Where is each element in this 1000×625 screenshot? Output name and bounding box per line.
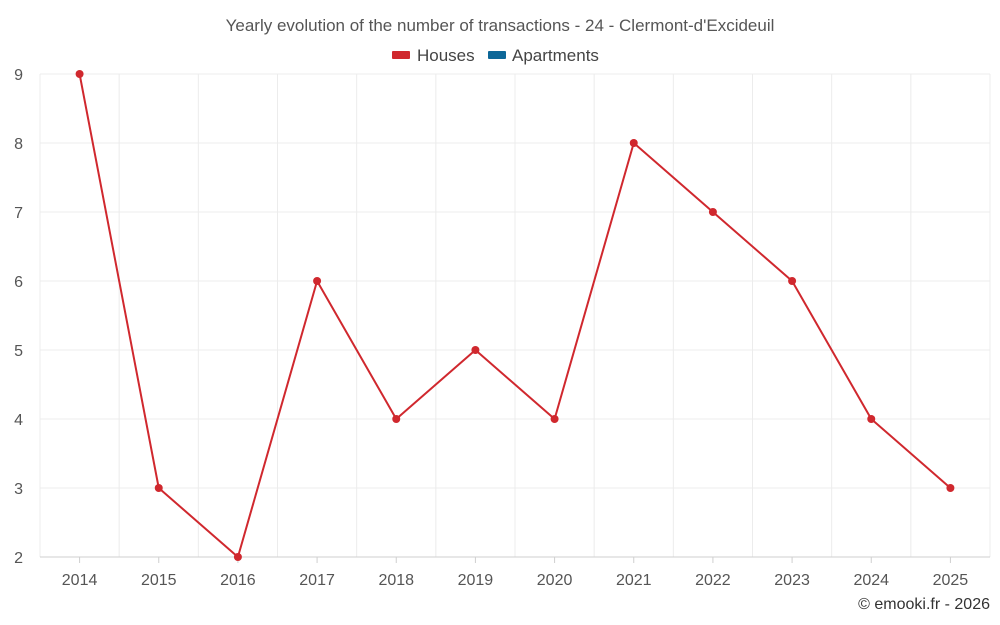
y-tick-label-9: 9 [14, 67, 23, 84]
y-tick-label-2: 2 [14, 550, 23, 567]
legend-label-apartments: Apartments [512, 46, 599, 65]
legend-item-apartments[interactable]: Apartments [488, 46, 599, 65]
x-tick-label-2021: 2021 [616, 572, 652, 589]
legend-swatch-apartments [488, 51, 506, 59]
x-tick-label-2023: 2023 [774, 572, 810, 589]
x-tick-label-2024: 2024 [853, 572, 889, 589]
x-tick-label-2018: 2018 [378, 572, 414, 589]
data-point-houses-2018[interactable] [392, 415, 401, 423]
x-tick-label-2025: 2025 [933, 572, 969, 589]
credit-text: © emooki.fr - 2026 [858, 596, 990, 613]
x-tick-label-2020: 2020 [537, 572, 573, 589]
x-tick-label-2014: 2014 [62, 572, 98, 589]
data-point-houses-2017[interactable] [313, 277, 322, 285]
data-point-houses-2020[interactable] [550, 415, 559, 423]
legend: Houses Apartments [392, 46, 599, 65]
x-tick-label-2019: 2019 [458, 572, 494, 589]
data-point-houses-2022[interactable] [708, 208, 717, 216]
legend-label-houses: Houses [417, 46, 475, 65]
data-point-houses-2016[interactable] [233, 553, 242, 561]
x-tick-label-2022: 2022 [695, 572, 731, 589]
y-tick-label-7: 7 [14, 205, 23, 222]
data-point-houses-2019[interactable] [471, 346, 480, 354]
x-tick-label-2016: 2016 [220, 572, 256, 589]
data-point-houses-2015[interactable] [154, 484, 163, 492]
data-point-houses-2023[interactable] [788, 277, 797, 285]
y-tick-label-3: 3 [14, 481, 23, 498]
y-tick-label-6: 6 [14, 274, 23, 291]
x-tick-label-2017: 2017 [299, 572, 335, 589]
grid [39, 73, 991, 558]
data-point-houses-2024[interactable] [867, 415, 876, 423]
axes: 2 3 4 5 6 7 8 9 2014 2015 2016 2017 2018 2019 2020 2021… [14, 67, 990, 589]
legend-item-houses[interactable]: Houses [392, 46, 475, 65]
data-point-houses-2025[interactable] [946, 484, 955, 492]
chart-title: Yearly evolution of the number of transa… [226, 16, 775, 35]
series-houses [75, 70, 955, 561]
y-tick-label-4: 4 [14, 412, 23, 429]
legend-swatch-houses [392, 51, 410, 59]
series-line-houses [78, 73, 952, 558]
y-tick-label-8: 8 [14, 136, 23, 153]
y-tick-label-5: 5 [14, 343, 23, 360]
x-tick-label-2015: 2015 [141, 572, 177, 589]
data-point-houses-2014[interactable] [75, 70, 84, 78]
data-point-houses-2021[interactable] [629, 139, 638, 147]
